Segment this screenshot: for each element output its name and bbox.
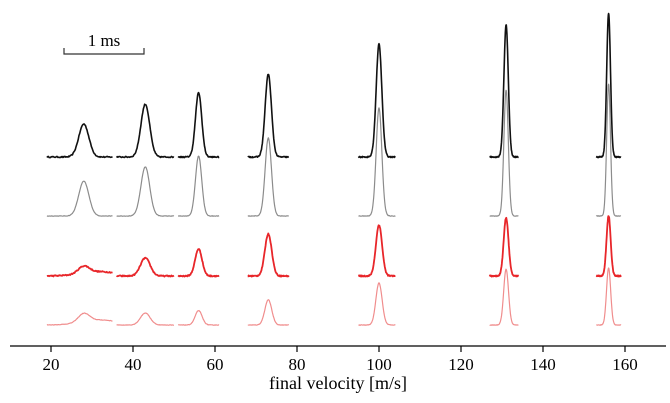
scale-bar-line [63, 48, 145, 55]
trace-row3-v28 [46, 264, 113, 278]
x-tick-label-160: 160 [612, 355, 638, 374]
x-tick-label-60: 60 [207, 355, 224, 374]
trace-row1-v100 [357, 42, 396, 159]
trace-row2-v43 [116, 166, 175, 217]
trace-row2-v131 [489, 89, 519, 217]
scale-bar-label: 1 ms [88, 31, 121, 50]
x-axis-label: final velocity [m/s] [269, 373, 407, 393]
x-tick-label-40: 40 [125, 355, 142, 374]
trace-row3-v156 [595, 215, 622, 278]
trace-row2-v28 [46, 180, 113, 217]
x-tick-label-80: 80 [289, 355, 306, 374]
scale-bar: 1 ms [63, 31, 145, 55]
trace-row4-v100 [358, 282, 396, 326]
trace-row1-v73 [247, 73, 290, 159]
x-tick-label-20: 20 [43, 355, 60, 374]
trace-row4-v43 [116, 312, 175, 326]
trace-row3-v131 [488, 216, 520, 278]
trace-row3-v43 [116, 256, 175, 278]
trace-row3-v73 [247, 232, 290, 278]
traces-group [46, 12, 622, 326]
trace-row4-v131 [489, 268, 519, 326]
trace-row2-v156 [595, 83, 622, 217]
x-tick-label-120: 120 [448, 355, 474, 374]
trace-row2-v56 [177, 155, 220, 217]
trace-row2-v100 [358, 107, 396, 217]
trace-row4-v73 [247, 299, 290, 326]
x-axis-ticks: 20 40 60 80 100 120 140 160 [43, 346, 638, 374]
x-tick-label-100: 100 [366, 355, 392, 374]
trace-row3-v56 [177, 248, 220, 278]
trace-row4-v156 [595, 267, 622, 326]
trace-row1-v28 [46, 123, 113, 159]
trace-row1-v56 [177, 91, 220, 159]
trace-row4-v28 [46, 312, 113, 326]
trace-row1-v156 [595, 12, 622, 159]
trace-row1-v43 [115, 103, 175, 159]
x-tick-label-140: 140 [530, 355, 556, 374]
trace-row2-v73 [247, 137, 289, 217]
trace-row1-v131 [489, 24, 519, 159]
trace-row4-v56 [177, 309, 220, 326]
trace-row3-v100 [357, 224, 396, 278]
